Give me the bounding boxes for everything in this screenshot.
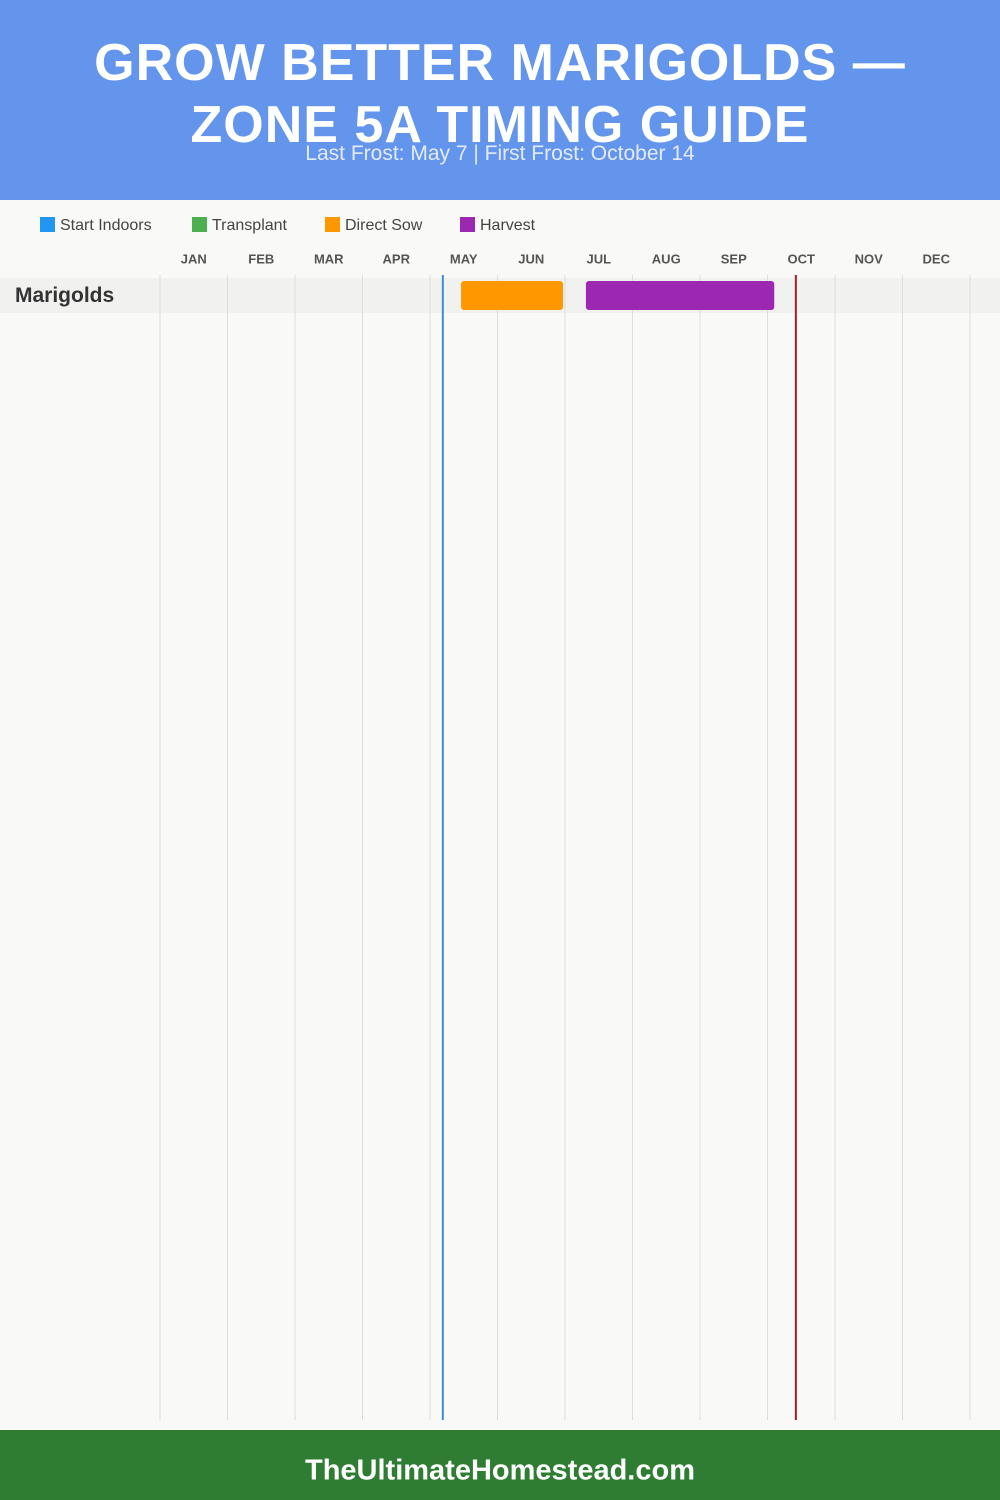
month-label: AUG — [652, 251, 681, 266]
month-label: JUN — [518, 251, 544, 266]
month-label: MAR — [314, 251, 344, 266]
legend-swatch — [325, 217, 340, 232]
legend-label: Direct Sow — [345, 217, 423, 234]
legend-swatch — [40, 217, 55, 232]
legend-label: Transplant — [212, 217, 288, 234]
legend-swatch — [192, 217, 207, 232]
legend-label: Harvest — [480, 217, 536, 234]
month-label: FEB — [248, 251, 274, 266]
row-label: Marigolds — [15, 284, 114, 307]
title: GROW BETTER MARIGOLDS — ZONE 5A TIMING G… — [94, 34, 906, 154]
subtitle: Last Frost: May 7 | First Frost: October… — [305, 142, 695, 165]
month-label: APR — [383, 251, 411, 266]
bar — [585, 281, 775, 310]
month-label: OCT — [788, 251, 816, 266]
footer-band — [0, 1430, 1000, 1500]
month-label: SEP — [721, 251, 747, 266]
footer-text: TheUltimateHomestead.com — [305, 1455, 695, 1487]
month-label: JAN — [181, 251, 207, 266]
bar — [461, 281, 563, 310]
month-label: JUL — [586, 251, 611, 266]
month-label: MAY — [450, 251, 478, 266]
legend-label: Start Indoors — [60, 217, 152, 234]
header: GROW BETTER MARIGOLDS — ZONE 5A TIMING G… — [0, 0, 1000, 200]
legend-swatch — [460, 217, 475, 232]
month-label: NOV — [855, 251, 884, 266]
month-label: DEC — [923, 251, 951, 266]
